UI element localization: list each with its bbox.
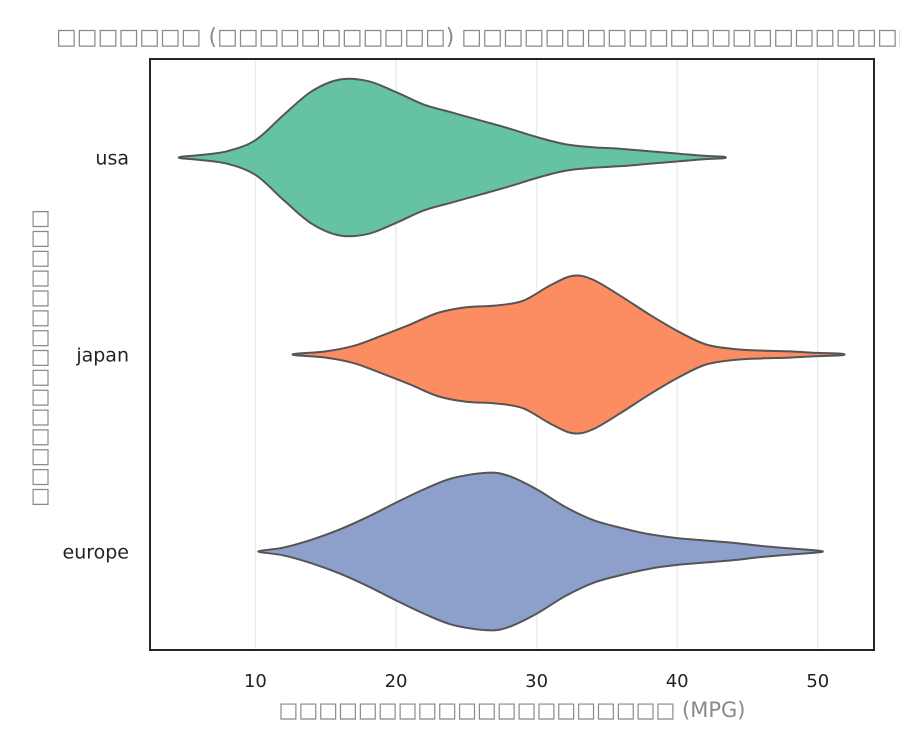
- plot-frame: [149, 58, 875, 651]
- violin-japan: [291, 274, 846, 435]
- violin-layer: [177, 77, 846, 632]
- y-axis-label: □□□□□□□□□□□□□□□: [27, 209, 51, 507]
- x-tick-label: 30: [525, 671, 548, 692]
- x-tick-layer: 10 20 30 40 50: [244, 671, 829, 692]
- category-label-japan: japan: [75, 345, 129, 367]
- x-tick-label: 50: [806, 671, 829, 692]
- x-tick-label: 10: [244, 671, 267, 692]
- chart-title: □□□□□□□ (□□□□□□□□□□□) □□□□□□□□□□□□□□□□□□…: [56, 25, 900, 50]
- x-axis-label: □□□□□□□□□□□□□□□□□□□□ (MPG): [279, 698, 746, 722]
- violin-europe: [257, 471, 824, 632]
- x-tick-label: 40: [666, 671, 689, 692]
- category-label-layer: usa japan europe: [63, 148, 130, 564]
- x-tick-label: 20: [385, 671, 408, 692]
- category-label-usa: usa: [95, 148, 129, 170]
- category-label-europe: europe: [63, 542, 130, 564]
- violin-usa: [177, 77, 727, 238]
